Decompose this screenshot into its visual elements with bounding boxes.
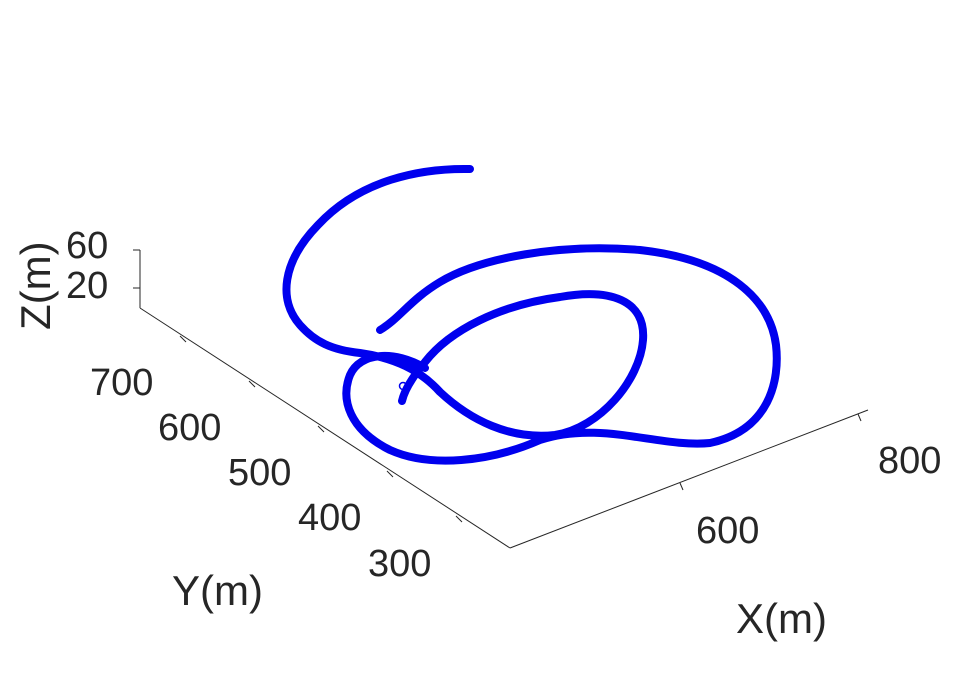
x-axis-label: X(m)	[736, 595, 827, 642]
x-tick	[679, 482, 684, 491]
z-tick-label-20: 20	[66, 265, 108, 307]
y-tick	[386, 470, 394, 478]
x-axis-line	[509, 409, 869, 549]
y-tick-label-500: 500	[228, 452, 291, 494]
y-tick-label-300: 300	[368, 543, 431, 585]
trajectory-series-line	[282, 164, 781, 465]
y-tick-label-600: 600	[158, 407, 221, 449]
y-axis-line	[139, 307, 511, 549]
z-axis-label: Z(m)	[12, 241, 59, 330]
x-tick	[857, 413, 862, 422]
y-axis-label: Y(m)	[172, 567, 263, 614]
start-point-marker	[398, 381, 408, 391]
x-tick-label-800: 800	[878, 440, 941, 482]
y-tick	[179, 335, 187, 343]
y-tick-label-400: 400	[298, 497, 361, 539]
y-tick	[317, 425, 325, 433]
x-tick-label-600: 600	[696, 510, 759, 552]
y-tick	[248, 380, 256, 388]
y-tick-label-700: 700	[90, 362, 153, 404]
z-tick-label-60: 60	[66, 225, 108, 267]
y-tick	[455, 515, 463, 523]
